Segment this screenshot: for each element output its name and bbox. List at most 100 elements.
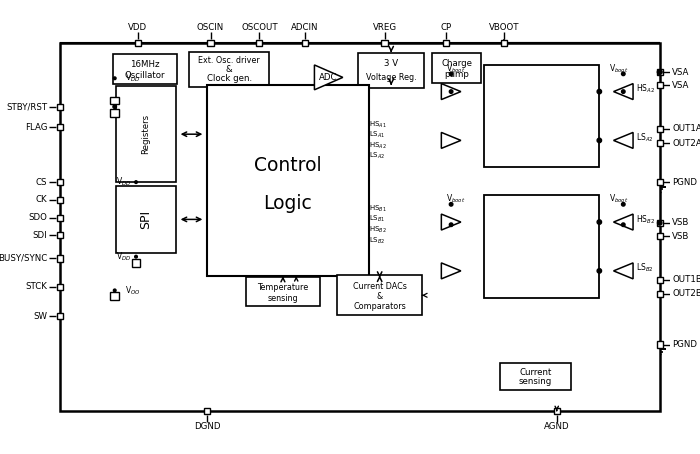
Bar xyxy=(207,85,369,276)
Bar xyxy=(207,39,214,46)
Text: sensing: sensing xyxy=(519,377,552,386)
Circle shape xyxy=(657,70,662,74)
Circle shape xyxy=(597,89,601,94)
Text: Control: Control xyxy=(254,156,321,175)
Bar xyxy=(657,140,663,146)
Bar xyxy=(57,232,63,238)
Text: ADCIN: ADCIN xyxy=(291,23,318,32)
Bar xyxy=(57,179,63,185)
Text: OUT2B: OUT2B xyxy=(672,290,700,298)
Bar xyxy=(501,39,508,46)
Text: CK: CK xyxy=(36,195,48,204)
Bar xyxy=(116,186,176,253)
Text: SDI: SDI xyxy=(33,231,48,240)
Bar xyxy=(382,39,388,46)
Text: OUT1A: OUT1A xyxy=(672,124,700,133)
Bar xyxy=(134,39,141,46)
Text: PGND: PGND xyxy=(672,178,697,187)
Text: VBOOT: VBOOT xyxy=(489,23,519,32)
Text: sensing: sensing xyxy=(267,294,298,303)
Bar xyxy=(358,53,424,88)
Text: HS$_{A2}$: HS$_{A2}$ xyxy=(636,83,655,95)
Text: FLAG: FLAG xyxy=(25,123,48,132)
Bar xyxy=(657,69,663,75)
Text: Ext. Osc. driver: Ext. Osc. driver xyxy=(198,56,260,65)
Circle shape xyxy=(113,105,116,109)
Text: Registers: Registers xyxy=(141,114,150,154)
Circle shape xyxy=(597,220,601,224)
Bar xyxy=(57,197,63,203)
Circle shape xyxy=(622,223,625,227)
Circle shape xyxy=(134,181,137,183)
Text: LS$_{B2}$: LS$_{B2}$ xyxy=(636,262,653,275)
Bar xyxy=(57,284,63,290)
Circle shape xyxy=(622,72,625,76)
Text: HS$_{B2}$: HS$_{B2}$ xyxy=(370,225,387,235)
Circle shape xyxy=(622,90,625,94)
Circle shape xyxy=(657,70,662,74)
Bar xyxy=(302,39,308,46)
Text: AGND: AGND xyxy=(544,422,570,431)
Text: V$_{boot}$: V$_{boot}$ xyxy=(609,62,629,75)
Text: CS: CS xyxy=(36,178,48,187)
Text: 16MHz: 16MHz xyxy=(130,60,160,69)
Text: LS$_{B1}$: LS$_{B1}$ xyxy=(370,214,386,224)
Text: LS$_{B2}$: LS$_{B2}$ xyxy=(370,236,386,246)
Circle shape xyxy=(113,77,116,79)
Text: Logic: Logic xyxy=(263,194,312,213)
Bar xyxy=(246,277,320,306)
Text: OSCOUT: OSCOUT xyxy=(241,23,278,32)
Text: BUSY/SYNC: BUSY/SYNC xyxy=(0,254,48,263)
Text: V$_{OO}$: V$_{OO}$ xyxy=(125,284,141,296)
Text: Oscillator: Oscillator xyxy=(125,71,165,80)
Bar xyxy=(657,126,663,132)
Text: STBY/RST: STBY/RST xyxy=(6,102,48,111)
Text: STCK: STCK xyxy=(25,282,48,291)
Circle shape xyxy=(449,202,453,206)
Bar xyxy=(189,52,270,87)
Text: LS$_{A2}$: LS$_{A2}$ xyxy=(636,132,653,144)
Text: VSA: VSA xyxy=(672,81,690,90)
Polygon shape xyxy=(613,214,633,230)
Polygon shape xyxy=(613,84,633,99)
Bar xyxy=(657,276,663,283)
Bar xyxy=(484,65,599,167)
Bar xyxy=(57,104,63,110)
Text: SPI: SPI xyxy=(139,210,153,229)
Circle shape xyxy=(657,221,662,225)
Text: PGND: PGND xyxy=(672,340,697,349)
Bar xyxy=(500,363,571,390)
Bar xyxy=(337,275,422,315)
Text: OSCIN: OSCIN xyxy=(197,23,224,32)
Text: V$_{boot}$: V$_{boot}$ xyxy=(609,193,629,205)
Text: V$_{boot}$: V$_{boot}$ xyxy=(446,62,466,75)
Text: Current DACs: Current DACs xyxy=(353,282,407,291)
Bar xyxy=(657,82,663,89)
Circle shape xyxy=(134,255,137,258)
Text: HS$_{B1}$: HS$_{B1}$ xyxy=(370,204,387,214)
Bar xyxy=(554,408,560,414)
Bar xyxy=(57,313,63,319)
Text: OUT2A: OUT2A xyxy=(672,138,700,148)
Bar xyxy=(433,53,482,83)
Text: VSB: VSB xyxy=(672,232,690,241)
Polygon shape xyxy=(441,84,461,99)
Bar xyxy=(204,408,210,414)
Text: V$_{DD}$: V$_{DD}$ xyxy=(116,251,132,263)
Polygon shape xyxy=(441,214,461,230)
Circle shape xyxy=(449,72,453,76)
Text: Comparators: Comparators xyxy=(354,302,406,311)
Bar xyxy=(116,86,176,182)
Polygon shape xyxy=(314,65,343,90)
Text: Clock gen.: Clock gen. xyxy=(206,74,252,83)
Text: VDD: VDD xyxy=(128,23,148,32)
Circle shape xyxy=(597,138,601,143)
Circle shape xyxy=(597,269,601,273)
Circle shape xyxy=(449,90,453,94)
Bar xyxy=(256,39,262,46)
Text: HS$_{A2}$: HS$_{A2}$ xyxy=(370,141,387,151)
Text: V$_{DD}$: V$_{DD}$ xyxy=(116,176,132,188)
Polygon shape xyxy=(441,133,461,148)
Text: CP: CP xyxy=(440,23,452,32)
Text: 3 V: 3 V xyxy=(384,59,398,68)
